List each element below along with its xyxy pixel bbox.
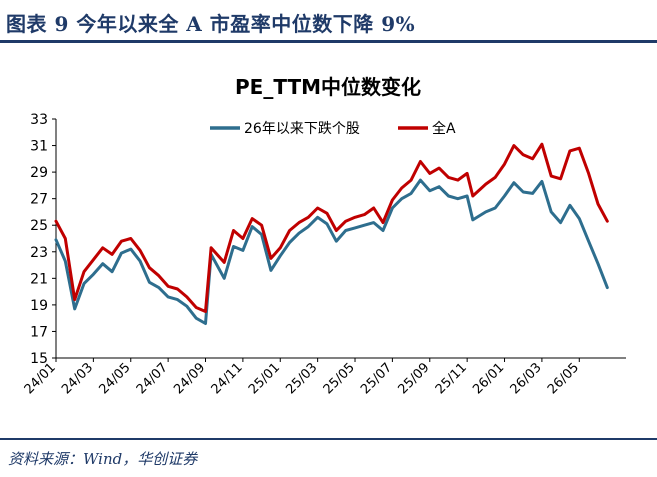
y-tick-label: 15	[30, 351, 48, 367]
x-tick-label: 26/03	[508, 360, 545, 397]
y-tick-label: 25	[30, 218, 48, 234]
x-tick-label: 24/11	[209, 360, 246, 397]
x-tick-label: 25/01	[246, 360, 283, 397]
figure-header: 图表 9 今年以来全 A 市盈率中位数下降 9%	[0, 0, 657, 40]
x-tick-label: 24/07	[134, 360, 171, 397]
series-line-1	[54, 178, 609, 325]
y-tick-label: 33	[30, 112, 48, 128]
series-layer	[54, 142, 609, 325]
y-tick-label: 21	[30, 271, 48, 287]
x-tick-label: 24/09	[171, 360, 208, 397]
y-tick-label: 23	[30, 245, 48, 261]
x-tick-label: 26/05	[545, 360, 582, 397]
header-divider	[0, 40, 657, 43]
y-tick-label: 29	[30, 165, 48, 181]
y-tick-label: 19	[30, 298, 48, 314]
x-tick-label: 25/07	[358, 360, 395, 397]
x-tick-label: 25/03	[283, 360, 320, 397]
x-tick-label: 24/05	[96, 360, 133, 397]
x-tick-label: 24/03	[59, 360, 96, 397]
series-line-2	[54, 142, 609, 313]
source-note: 资料来源：Wind，华创证券	[8, 450, 198, 468]
legend-label-2: 全A	[432, 120, 456, 137]
chart-title: PE_TTM中位数变化	[235, 75, 421, 99]
y-tick-label: 31	[30, 139, 48, 155]
figure-title: 图表 9 今年以来全 A 市盈率中位数下降 9%	[6, 12, 416, 36]
line-chart: PE_TTM中位数变化 26年以来下跌个股 全A 15 17 19 21 23 25 27 29…	[22, 75, 626, 397]
x-tick-label: 25/05	[321, 360, 358, 397]
chart-legend: 26年以来下跌个股 全A	[210, 120, 456, 137]
footer-divider	[0, 438, 657, 440]
x-tick-label: 26/01	[470, 360, 507, 397]
y-tick-label: 27	[30, 192, 48, 208]
x-tick-label: 25/11	[433, 360, 470, 397]
legend-label-1: 26年以来下跌个股	[244, 121, 360, 137]
y-tick-label: 17	[30, 324, 48, 340]
x-tick-label: 25/09	[395, 360, 432, 397]
